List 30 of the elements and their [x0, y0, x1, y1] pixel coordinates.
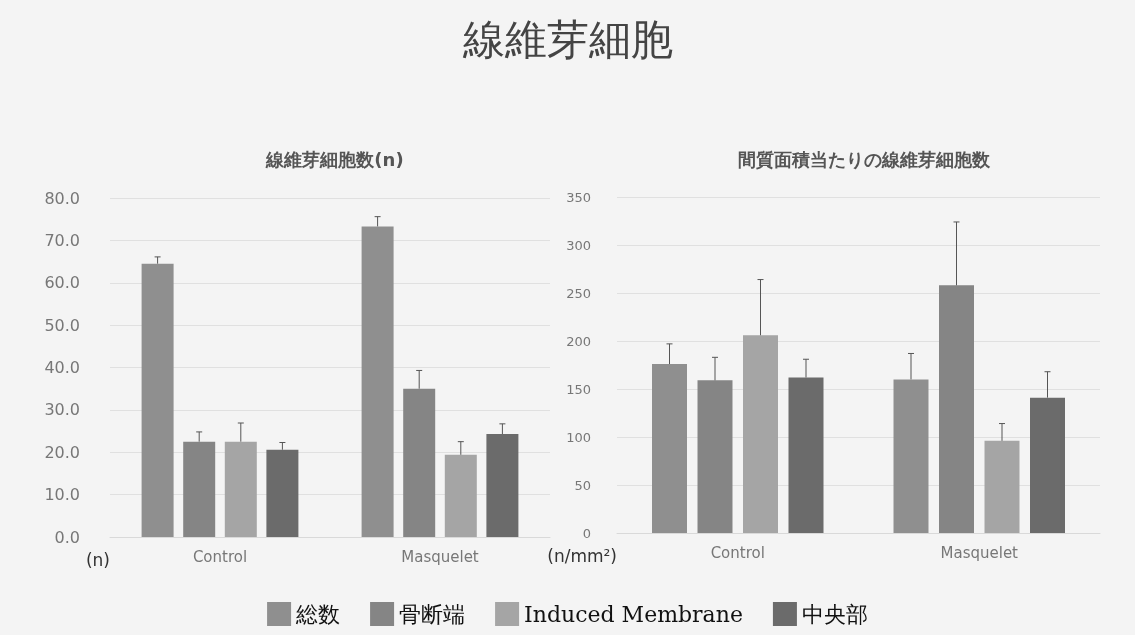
x-tick-label: Masquelet [401, 547, 479, 566]
legend-label: 総数 [295, 601, 341, 627]
x-tick-label: Control [192, 547, 248, 566]
y-tick-label: 10.0 [44, 485, 80, 505]
y-tick-label: 0.0 [54, 527, 80, 547]
y-axis-title: (n) [85, 549, 110, 570]
chart-title: 線維芽細胞数(n) [265, 148, 404, 170]
y-tick-label: 40.0 [44, 358, 80, 377]
y-tick-label: 70.0 [44, 230, 80, 250]
y-tick-label: 300 [566, 237, 591, 253]
y-tick-label: 60.0 [44, 273, 80, 293]
y-tick-label: 0 [582, 525, 591, 541]
y-tick-label: 50 [574, 477, 591, 493]
legend-label: 中央部 [801, 601, 868, 627]
y-tick-label: 150 [566, 381, 591, 397]
text: 線維芽細胞 [461, 14, 673, 64]
x-tick-label: Control [710, 543, 765, 562]
y-tick-label: 20.0 [44, 442, 80, 462]
y-tick-label: 30.0 [44, 400, 80, 420]
y-tick-label: 100 [566, 429, 591, 445]
y-tick-label: 80.0 [44, 188, 80, 208]
y-tick-label: 250 [566, 285, 591, 301]
y-tick-label: 200 [566, 333, 591, 349]
y-tick-label: 50.0 [44, 315, 80, 335]
x-tick-label: Masquelet [940, 543, 1019, 562]
y-axis-title: (n/mm²) [547, 545, 617, 566]
legend-label: Induced Membrane [524, 601, 743, 627]
y-tick-label: 350 [566, 189, 591, 205]
chart-title: 間質面積当たりの線維芽細胞数 [737, 148, 991, 170]
legend-label: 骨断端 [399, 601, 466, 627]
